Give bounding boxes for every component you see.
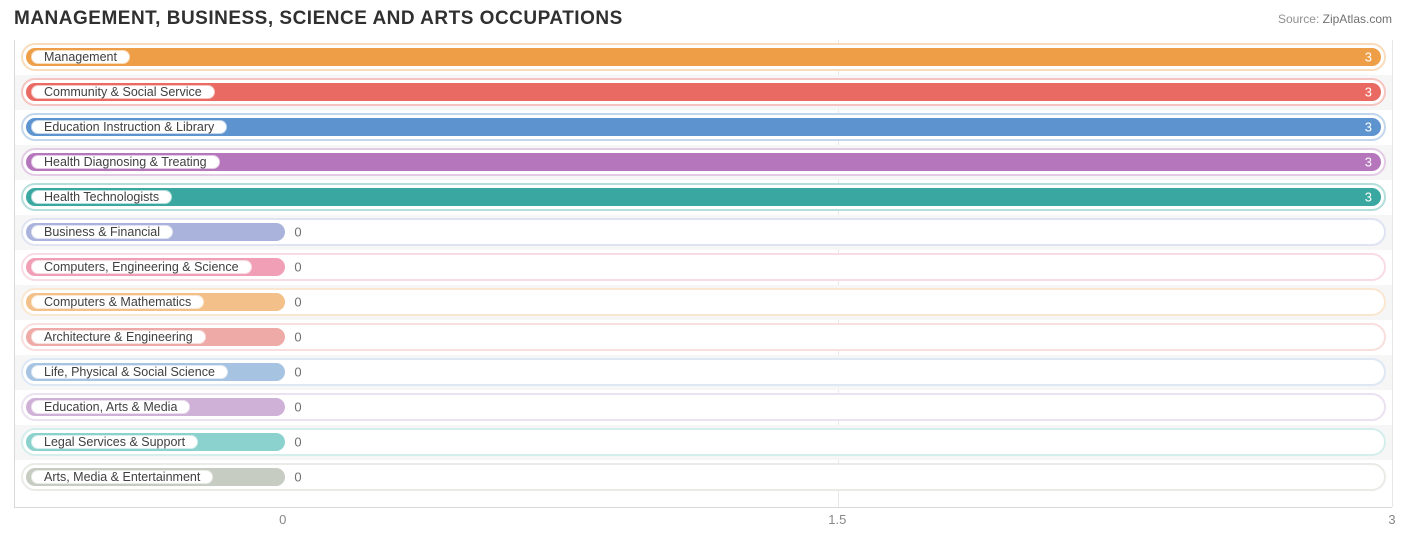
- chart-title: MANAGEMENT, BUSINESS, SCIENCE AND ARTS O…: [14, 8, 623, 30]
- bar-row: Education Instruction & Library 3: [15, 110, 1392, 145]
- bar-value: 3: [1365, 84, 1372, 99]
- source-value: ZipAtlas.com: [1323, 12, 1392, 26]
- bar-label-pill: Life, Physical & Social Science: [31, 365, 228, 379]
- bar-row: Business & Financial 0: [15, 215, 1392, 250]
- bar-fill: [26, 153, 1381, 171]
- bar-track: Business & Financial 0: [21, 218, 1386, 246]
- bar-fill: [26, 188, 1381, 206]
- bar-track: Health Diagnosing & Treating 3: [21, 148, 1386, 176]
- bar-value: 3: [1365, 49, 1372, 64]
- gridline: [1392, 40, 1393, 507]
- bar-label-pill: Architecture & Engineering: [31, 330, 206, 344]
- bar-value: 0: [294, 259, 301, 274]
- bar-track: Community & Social Service 3: [21, 78, 1386, 106]
- bar-value: 0: [294, 469, 301, 484]
- plot-area: Management3Community & Social Service3Ed…: [14, 40, 1392, 508]
- bar-fill: [26, 48, 1381, 66]
- bar-track: Legal Services & Support 0: [21, 428, 1386, 456]
- x-axis-labels: 01.53: [14, 510, 1392, 530]
- bar-label-pill: Computers & Mathematics: [31, 295, 204, 309]
- chart-header: MANAGEMENT, BUSINESS, SCIENCE AND ARTS O…: [14, 8, 1392, 30]
- source-label: Source:: [1278, 12, 1319, 26]
- x-tick-label: 1.5: [828, 512, 846, 527]
- bar-value: 0: [294, 399, 301, 414]
- bar-value: 0: [294, 329, 301, 344]
- bar-label-pill: Education, Arts & Media: [31, 400, 190, 414]
- bar-row: Computers, Engineering & Science 0: [15, 250, 1392, 285]
- bar-track: Architecture & Engineering 0: [21, 323, 1386, 351]
- bar-label-pill: Computers, Engineering & Science: [31, 260, 252, 274]
- bar-row: Community & Social Service 3: [15, 75, 1392, 110]
- bar-label-pill: Management: [31, 50, 130, 64]
- bar-row: Computers & Mathematics 0: [15, 285, 1392, 320]
- bar-label-pill: Community & Social Service: [31, 85, 215, 99]
- bar-value: 3: [1365, 119, 1372, 134]
- bar-row: Life, Physical & Social Science 0: [15, 355, 1392, 390]
- bar-fill: [26, 118, 1381, 136]
- bar-track: Computers, Engineering & Science 0: [21, 253, 1386, 281]
- bar-row: Arts, Media & Entertainment 0: [15, 460, 1392, 495]
- x-tick-label: 3: [1388, 512, 1395, 527]
- bar-value: 0: [294, 294, 301, 309]
- bar-label-pill: Health Diagnosing & Treating: [31, 155, 220, 169]
- bar-track: Arts, Media & Entertainment 0: [21, 463, 1386, 491]
- bar-row: Legal Services & Support 0: [15, 425, 1392, 460]
- bar-track: Life, Physical & Social Science 0: [21, 358, 1386, 386]
- bar-row: Education, Arts & Media 0: [15, 390, 1392, 425]
- bar-row: Management 3: [15, 40, 1392, 75]
- bar-label-pill: Education Instruction & Library: [31, 120, 227, 134]
- bar-value: 0: [294, 224, 301, 239]
- bar-label-pill: Arts, Media & Entertainment: [31, 470, 213, 484]
- bar-value: 3: [1365, 154, 1372, 169]
- bar-track: Computers & Mathematics 0: [21, 288, 1386, 316]
- bar-row: Health Diagnosing & Treating 3: [15, 145, 1392, 180]
- bar-value: 0: [294, 434, 301, 449]
- chart-area: Management3Community & Social Service3Ed…: [14, 40, 1392, 530]
- bar-value: 3: [1365, 189, 1372, 204]
- bar-track: Education, Arts & Media 0: [21, 393, 1386, 421]
- x-tick-label: 0: [279, 512, 286, 527]
- bar-track: Management 3: [21, 43, 1386, 71]
- bar-value: 0: [294, 364, 301, 379]
- bar-track: Education Instruction & Library 3: [21, 113, 1386, 141]
- bar-row: Architecture & Engineering 0: [15, 320, 1392, 355]
- bar-label-pill: Business & Financial: [31, 225, 173, 239]
- bar-label-pill: Health Technologists: [31, 190, 172, 204]
- source-attribution: Source: ZipAtlas.com: [1278, 12, 1392, 26]
- bar-track: Health Technologists 3: [21, 183, 1386, 211]
- bar-fill: [26, 83, 1381, 101]
- bar-label-pill: Legal Services & Support: [31, 435, 198, 449]
- bar-row: Health Technologists 3: [15, 180, 1392, 215]
